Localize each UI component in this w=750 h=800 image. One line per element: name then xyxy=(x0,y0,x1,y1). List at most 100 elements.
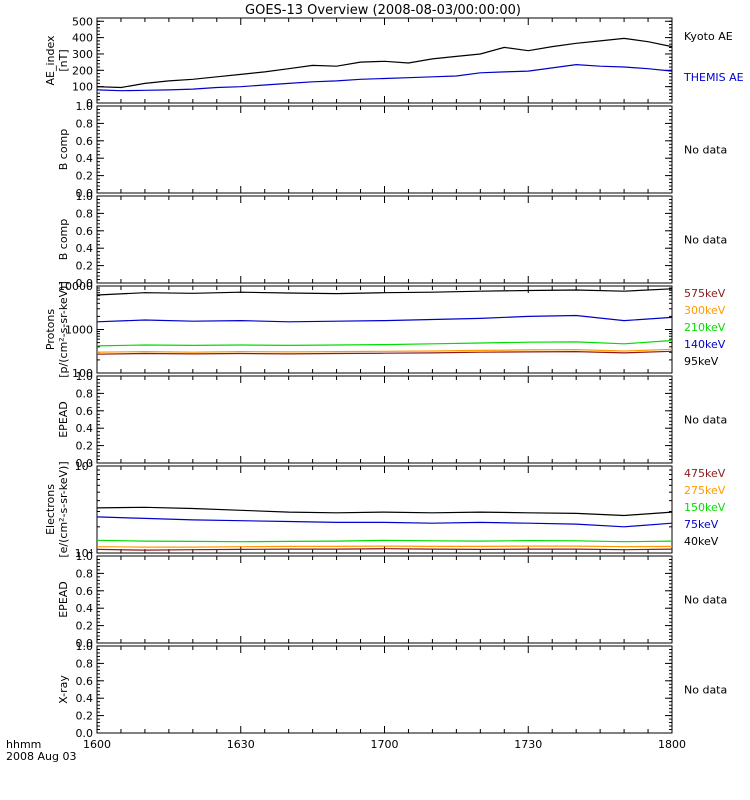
series-line-protons-210kev xyxy=(96,339,673,347)
y-tick-label: 0.0 xyxy=(76,277,94,290)
y-tick-label: 0.6 xyxy=(76,675,94,688)
y-tick-label: 1.0 xyxy=(76,550,94,563)
y-tick-label: 0.6 xyxy=(76,135,94,148)
panel-b2: 0.0 0.2 0.4 0.6 0.8 1.0 B comp No data xyxy=(57,190,727,290)
y-axis-label: X-ray xyxy=(57,675,70,704)
series-line-ae-themis-ae xyxy=(96,63,673,92)
y-axis-label: B comp xyxy=(57,219,70,261)
legend-label-150kev: 150keV xyxy=(684,501,726,514)
y-tick-label: 1.0 xyxy=(76,640,94,653)
series-line-protons-300kev xyxy=(96,348,673,353)
panel-electrons: 10⁴ 10⁵ Electrons [e/(cm²-s-sr-keV)] 475keV 2… xyxy=(44,460,726,560)
series-line-electrons-475kev xyxy=(96,548,673,551)
panel-frame xyxy=(96,17,673,104)
x-tick-label: 1600 xyxy=(83,738,111,751)
legend-label-95kev: 95keV xyxy=(684,355,719,368)
legend-label-300kev: 300keV xyxy=(684,304,726,317)
y-tick-label: 10000 xyxy=(58,280,93,293)
y-tick-label: 0.2 xyxy=(76,620,94,633)
panel-epead1: 0.0 0.2 0.4 0.6 0.8 1.0 EPEAD No data xyxy=(57,370,727,470)
y-tick-label: 0.6 xyxy=(76,405,94,418)
legend-label-140kev: 140keV xyxy=(684,338,726,351)
y-tick-label: 0.8 xyxy=(76,207,94,220)
no-data-label: No data xyxy=(684,594,727,607)
y-tick-label: 10⁴ xyxy=(75,547,94,560)
panel-frame xyxy=(96,195,673,284)
y-tick-label: 0.0 xyxy=(76,187,94,200)
legend-label-210kev: 210keV xyxy=(684,321,726,334)
panel-frame xyxy=(96,285,673,374)
y-tick-label: 0.0 xyxy=(76,637,94,650)
y-tick-label: 0.2 xyxy=(76,260,94,273)
y-tick-label: 1.0 xyxy=(76,190,94,203)
y-axis-label: EPEAD xyxy=(57,401,70,438)
y-tick-label: 0.2 xyxy=(76,440,94,453)
series-line-electrons-75kev xyxy=(96,516,673,528)
y-tick-label: 500 xyxy=(72,15,93,28)
panel-ae: 0 100 200 300 400 500 AE_index [nT] Kyoto AE THEM… xyxy=(44,15,744,110)
no-data-label: No data xyxy=(684,684,727,697)
y-tick-label: 0.0 xyxy=(76,457,94,470)
y-tick-label: 10⁵ xyxy=(75,460,93,473)
legend-label-475kev: 475keV xyxy=(684,467,726,480)
panel-b1: 0.0 0.2 0.4 0.6 0.8 1.0 B comp No data xyxy=(57,100,727,200)
y-tick-label: 0.6 xyxy=(76,225,94,238)
series-line-protons-95kev xyxy=(96,288,673,296)
legend-label-275kev: 275keV xyxy=(684,484,726,497)
y-tick-label: 0.2 xyxy=(76,170,94,183)
y-tick-label: 0 xyxy=(86,97,93,110)
x-tick-label: 1800 xyxy=(658,738,686,751)
y-axis-unit-label: [p/(cm²-s-sr-keV)] xyxy=(57,281,70,378)
no-data-label: No data xyxy=(684,234,727,247)
y-tick-label: 0.6 xyxy=(76,585,94,598)
panel-frame xyxy=(96,105,673,194)
series-line-protons-575kev xyxy=(96,350,673,355)
y-tick-label: 100 xyxy=(72,81,93,94)
y-tick-label: 0.8 xyxy=(76,567,94,580)
panel-xray: 0.0 0.2 0.4 0.6 0.8 1.0 X-ray No data xyxy=(57,640,727,740)
legend-label-575kev: 575keV xyxy=(684,287,726,300)
legend-label-40kev: 40keV xyxy=(684,535,719,548)
panel-frame xyxy=(96,645,673,734)
y-tick-label: 0.2 xyxy=(76,710,94,723)
series-line-protons-140kev xyxy=(96,314,673,323)
y-axis-label: AE_index xyxy=(44,35,57,86)
y-tick-label: 300 xyxy=(72,48,93,61)
x-tick-label: 1630 xyxy=(227,738,255,751)
y-tick-label: 0.4 xyxy=(76,422,94,435)
y-tick-label: 100 xyxy=(72,367,93,380)
no-data-label: No data xyxy=(684,144,727,157)
y-axis-label: B comp xyxy=(57,129,70,171)
y-axis-label: EPEAD xyxy=(57,581,70,618)
panel-protons: 100 1000 10000 Protons [p/(cm²-s-sr-keV)] 575… xyxy=(44,280,726,380)
x-tick-label: 1700 xyxy=(371,738,399,751)
y-axis-unit-label: [nT] xyxy=(57,49,70,71)
y-tick-label: 1.0 xyxy=(76,100,94,113)
panel-epead2: 0.0 0.2 0.4 0.6 0.8 1.0 EPEAD No data xyxy=(57,550,727,650)
y-tick-label: 0.4 xyxy=(76,152,94,165)
series-line-electrons-275kev xyxy=(96,545,673,548)
panel-frame xyxy=(96,555,673,644)
x-tick-label: 1730 xyxy=(514,738,542,751)
y-tick-label: 400 xyxy=(72,32,93,45)
legend-label-75kev: 75keV xyxy=(684,518,719,531)
y-axis-label: Electrons xyxy=(44,484,57,535)
time-axis-corner-label: hhmm xyxy=(6,738,41,751)
y-tick-label: 0.4 xyxy=(76,602,94,615)
y-tick-label: 0.0 xyxy=(76,727,94,740)
y-axis-unit-label: [e/(cm²-s-sr-keV)] xyxy=(57,461,70,557)
y-tick-label: 1000 xyxy=(65,324,93,337)
legend-label-kyoto-ae: Kyoto AE xyxy=(684,30,733,43)
y-axis-label: Protons xyxy=(44,309,57,350)
legend-label-themis-ae: THEMIS AE xyxy=(683,71,744,84)
y-tick-label: 1.0 xyxy=(76,370,94,383)
y-tick-label: 0.4 xyxy=(76,692,94,705)
y-tick-label: 0.8 xyxy=(76,387,94,400)
panel-frame xyxy=(96,375,673,464)
date-label: 2008 Aug 03 xyxy=(6,750,76,763)
chart-title: GOES-13 Overview (2008-08-03/00:00:00) xyxy=(245,3,521,18)
y-tick-label: 0.8 xyxy=(76,657,94,670)
series-line-ae-kyoto-ae xyxy=(96,37,673,89)
no-data-label: No data xyxy=(684,414,727,427)
